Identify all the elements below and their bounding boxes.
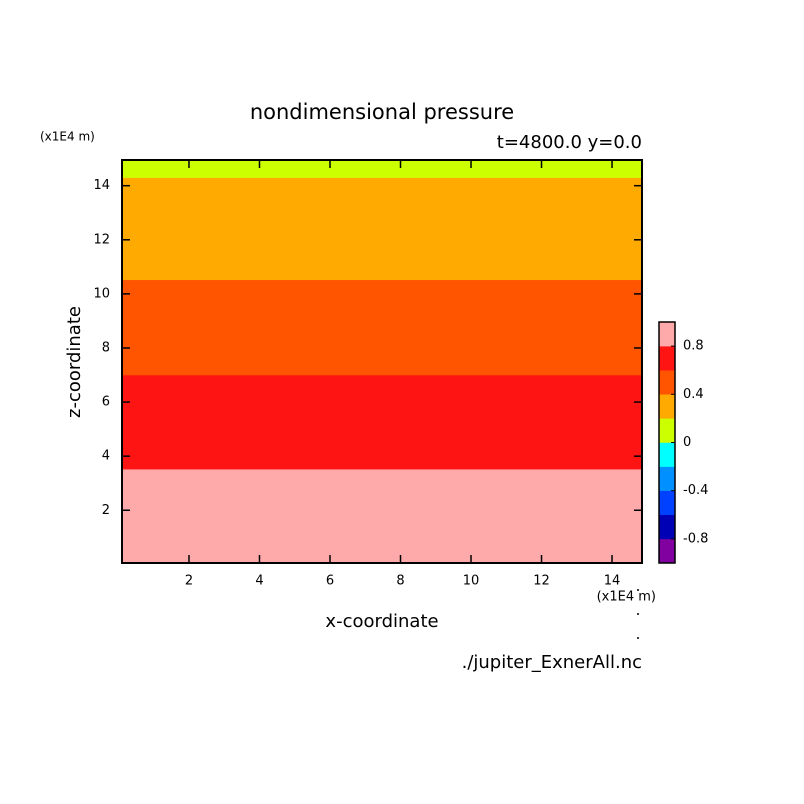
colorbar-cell	[658, 321, 676, 347]
colorbar-cell	[658, 466, 676, 491]
colorbar-tick-label: -0.8	[683, 531, 708, 546]
dot	[637, 637, 639, 639]
x-tick-label: 2	[185, 574, 193, 589]
y-tick-label: 14	[93, 178, 110, 193]
colorbar-cell	[658, 345, 676, 371]
chart-title: nondimensional pressure	[250, 100, 514, 124]
y-tick-label: 8	[102, 340, 110, 355]
x-tick-label: 8	[396, 574, 404, 589]
colorbar-tick-label: 0.4	[683, 387, 704, 402]
x-tick-label: 12	[533, 574, 550, 589]
colorbar-cell	[658, 369, 676, 395]
band	[121, 177, 643, 281]
colorbar-cell	[658, 514, 676, 540]
colorbar-cell	[658, 490, 676, 516]
colorbar-cell	[658, 394, 676, 419]
band	[121, 374, 643, 470]
y-tick-label: 6	[102, 395, 110, 410]
y-tick-label: 10	[93, 286, 110, 301]
colorbar-tick-label: 0.8	[683, 339, 704, 354]
band	[121, 279, 643, 376]
x-tick-label: 14	[604, 574, 621, 589]
y-tick-label: 2	[102, 503, 110, 518]
footer: ./jupiter_ExnerAll.nc	[462, 652, 642, 673]
y-axis-label: z-coordinate	[64, 306, 85, 418]
band	[121, 468, 643, 564]
x-unit: (x1E4 m)	[597, 590, 656, 605]
y-tick-label: 4	[102, 449, 110, 464]
chart-subtitle: t=4800.0 y=0.0	[497, 132, 642, 153]
x-axis-label: x-coordinate	[325, 611, 438, 632]
colorbar-cell	[658, 418, 676, 443]
colorbar-cell	[658, 442, 676, 467]
colorbar-tick-label: -0.4	[683, 483, 708, 498]
y-unit: (x1E4 m)	[40, 130, 95, 144]
x-tick-label: 10	[463, 574, 480, 589]
x-tick-label: 4	[255, 574, 263, 589]
band	[121, 159, 643, 178]
colorbar-cell	[658, 538, 676, 564]
y-tick-label: 12	[93, 232, 110, 247]
colorbar-tick-label: 0	[683, 435, 691, 450]
dot	[637, 589, 639, 591]
dot	[637, 613, 639, 615]
plot-frame	[121, 159, 643, 564]
x-tick-label: 6	[326, 574, 334, 589]
